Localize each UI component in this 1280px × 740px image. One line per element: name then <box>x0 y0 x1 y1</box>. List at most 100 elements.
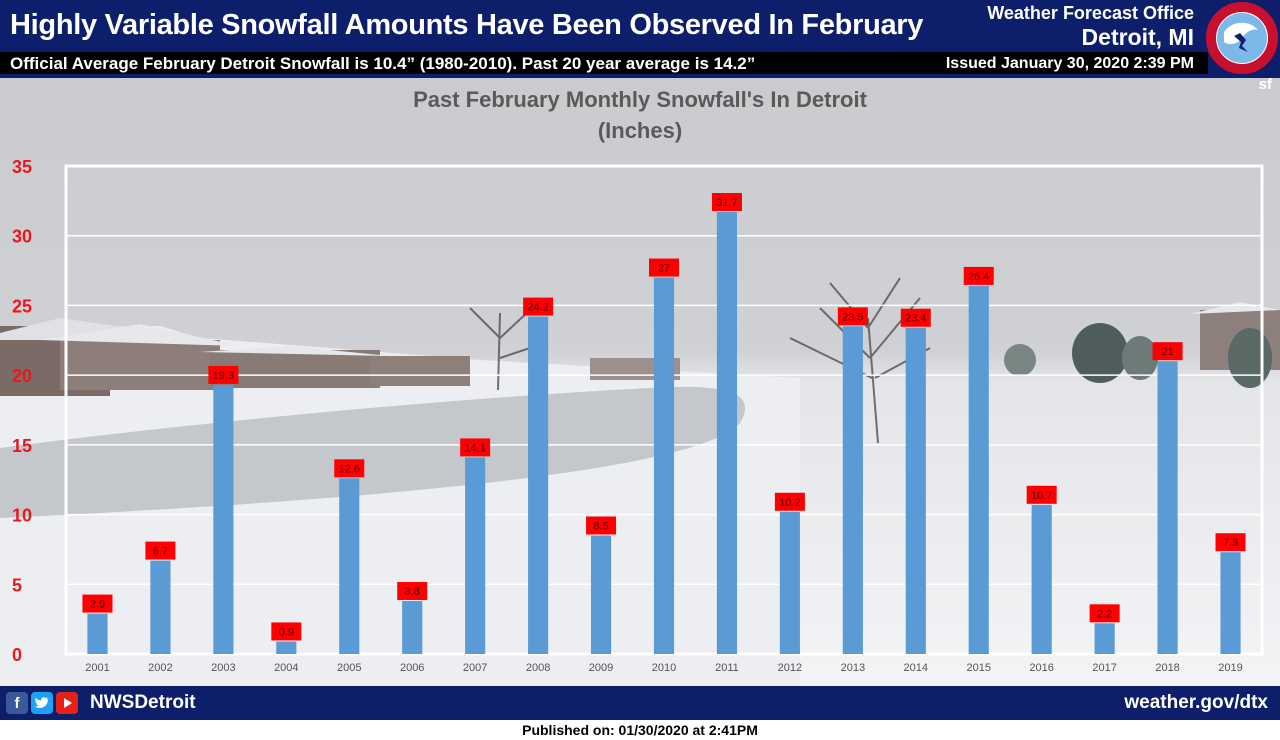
x-tick-label: 2011 <box>715 662 739 674</box>
subtitle-text: Official Average February Detroit Snowfa… <box>10 54 756 73</box>
data-label-box <box>837 307 868 326</box>
data-label-box <box>271 622 302 641</box>
data-label-box <box>397 582 428 601</box>
data-label-box <box>774 492 805 511</box>
chart-subtitle: (Inches) <box>598 118 682 143</box>
x-tick-label: 2006 <box>400 662 424 674</box>
data-label: 6.7 <box>153 546 168 558</box>
data-label-box <box>523 297 554 316</box>
data-label: 10.2 <box>779 497 800 509</box>
x-tick-label: 2002 <box>148 662 172 674</box>
bar <box>905 327 926 654</box>
bar <box>1094 623 1115 654</box>
data-label: 0.9 <box>279 626 294 638</box>
social-handle[interactable]: NWSDetroit <box>90 692 196 713</box>
y-tick-label: 25 <box>12 296 32 316</box>
chart-title: Past February Monthly Snowfall's In Detr… <box>413 87 868 112</box>
data-label: 23.5 <box>842 311 863 323</box>
data-label-box <box>711 193 742 212</box>
page-title: Highly Variable Snowfall Amounts Have Be… <box>10 9 924 41</box>
bar <box>590 535 612 654</box>
data-label-box <box>334 459 365 478</box>
data-label-box <box>460 438 491 457</box>
data-label: 21 <box>1161 346 1173 358</box>
x-tick-label: 2007 <box>463 662 487 674</box>
data-label: 8.5 <box>593 520 608 532</box>
bar <box>779 511 800 654</box>
data-label-box <box>1089 604 1120 623</box>
data-label-box <box>82 594 113 613</box>
x-tick-label: 2010 <box>652 662 676 674</box>
x-tick-label: 2001 <box>85 662 109 674</box>
y-tick-label: 35 <box>12 157 32 177</box>
website-link[interactable]: weather.gov/dtx <box>1124 692 1268 713</box>
y-tick-label: 30 <box>12 227 32 247</box>
bar <box>150 560 171 654</box>
bar <box>653 277 675 654</box>
author-initials: sf <box>1258 76 1272 93</box>
data-label-box <box>900 308 931 327</box>
data-label: 2.2 <box>1097 608 1112 620</box>
twitter-icon[interactable] <box>31 692 53 714</box>
data-label: 7.3 <box>1223 537 1238 549</box>
office-label: Weather Forecast Office <box>987 3 1194 23</box>
data-label: 27 <box>658 263 670 275</box>
data-label-box <box>963 266 994 285</box>
data-label-box <box>1215 533 1246 552</box>
y-tick-label: 20 <box>12 366 32 386</box>
x-tick-label: 2004 <box>274 662 298 674</box>
y-tick-label: 10 <box>12 506 32 526</box>
nws-logo-icon <box>1206 2 1278 74</box>
y-tick-label: 0 <box>12 645 22 665</box>
data-label: 26.4 <box>968 271 989 283</box>
y-tick-label: 5 <box>12 575 22 595</box>
published-timestamp: Published on: 01/30/2020 at 2:41PM <box>522 722 758 738</box>
bar <box>842 326 863 654</box>
x-tick-label: 2013 <box>841 662 865 674</box>
x-tick-label: 2005 <box>337 662 361 674</box>
data-label-box <box>649 258 679 277</box>
footer-bar <box>0 686 1280 720</box>
social-links: f <box>6 692 81 714</box>
data-label: 31.7 <box>716 197 737 209</box>
data-label: 3.8 <box>405 586 420 598</box>
bar <box>716 212 738 655</box>
bar <box>968 285 989 654</box>
data-label: 2.9 <box>90 599 105 611</box>
bar <box>402 601 423 654</box>
data-label: 23.4 <box>905 313 926 325</box>
x-tick-label: 2003 <box>211 662 235 674</box>
bar <box>339 478 360 654</box>
bar <box>1031 504 1052 654</box>
data-label: 14.1 <box>464 442 485 454</box>
data-label: 24.2 <box>527 302 548 314</box>
data-label-box <box>1026 485 1057 504</box>
x-tick-label: 2009 <box>589 662 613 674</box>
x-tick-label: 2008 <box>526 662 550 674</box>
x-tick-label: 2015 <box>966 662 990 674</box>
bar <box>528 316 549 654</box>
city-label: Detroit, MI <box>1081 24 1194 50</box>
bar <box>465 457 486 654</box>
snowfall-bar-chart: Past February Monthly Snowfall's In Detr… <box>12 87 1264 674</box>
data-label-box <box>145 541 176 560</box>
x-tick-label: 2016 <box>1029 662 1053 674</box>
data-label: 12.6 <box>339 463 360 475</box>
data-label-box <box>586 516 617 535</box>
bar <box>1157 361 1178 654</box>
x-tick-label: 2014 <box>904 662 928 674</box>
bar <box>87 613 108 654</box>
youtube-icon[interactable] <box>56 692 78 714</box>
subtitle-bar <box>0 52 1208 74</box>
data-label-box <box>208 365 239 384</box>
x-tick-label: 2017 <box>1092 662 1116 674</box>
facebook-icon[interactable]: f <box>6 692 28 714</box>
y-tick-label: 15 <box>12 436 32 456</box>
bar <box>276 641 297 654</box>
data-label: 19.3 <box>213 370 234 382</box>
x-tick-label: 2012 <box>778 662 802 674</box>
data-label-box <box>1152 342 1183 361</box>
bar <box>213 384 234 654</box>
issued-timestamp: Issued January 30, 2020 2:39 PM <box>945 55 1194 72</box>
x-tick-label: 2019 <box>1218 662 1242 674</box>
